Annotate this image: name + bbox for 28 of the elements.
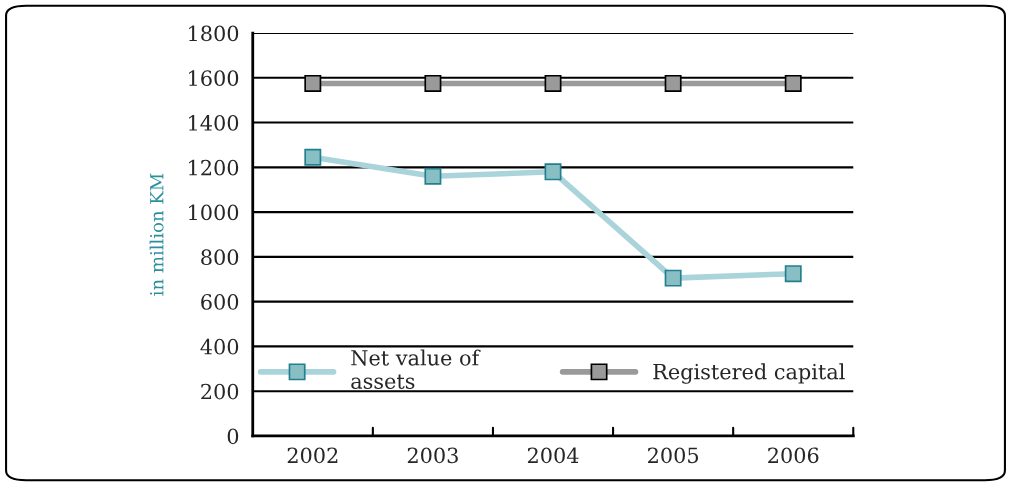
x-tick-label: 2004 (527, 447, 579, 464)
y-tick-label: 1400 (189, 115, 239, 131)
point (304, 148, 322, 166)
y-axis-title: in million KM (149, 173, 164, 296)
y-tick-label: 600 (201, 294, 239, 310)
point (664, 74, 682, 92)
legend-label: Registered capital (653, 363, 845, 384)
x-tick-label: 2005 (648, 447, 699, 464)
y-tick-label: 400 (200, 338, 239, 355)
point (424, 74, 442, 92)
y-tick-label: 200 (201, 383, 239, 400)
point (664, 269, 682, 287)
y-tick-label: 1000 (189, 204, 239, 221)
point (304, 74, 322, 92)
x-tick-label: 2002 (287, 447, 338, 464)
point (784, 265, 802, 283)
x-tick-label: 2003 (407, 447, 458, 464)
y-tick-label: 1800 (189, 25, 239, 42)
point (424, 167, 442, 185)
point (784, 74, 802, 92)
legend-label: Net value of assets (351, 349, 481, 389)
y-tick-label: 1600 (189, 70, 239, 87)
y-tick-label: 1200 (189, 159, 239, 176)
y-tick-label: 0 (227, 428, 239, 445)
x-tick-label: 2006 (768, 447, 819, 464)
y-tick-label: 800 (201, 249, 239, 266)
point (544, 74, 562, 92)
point (544, 163, 562, 181)
